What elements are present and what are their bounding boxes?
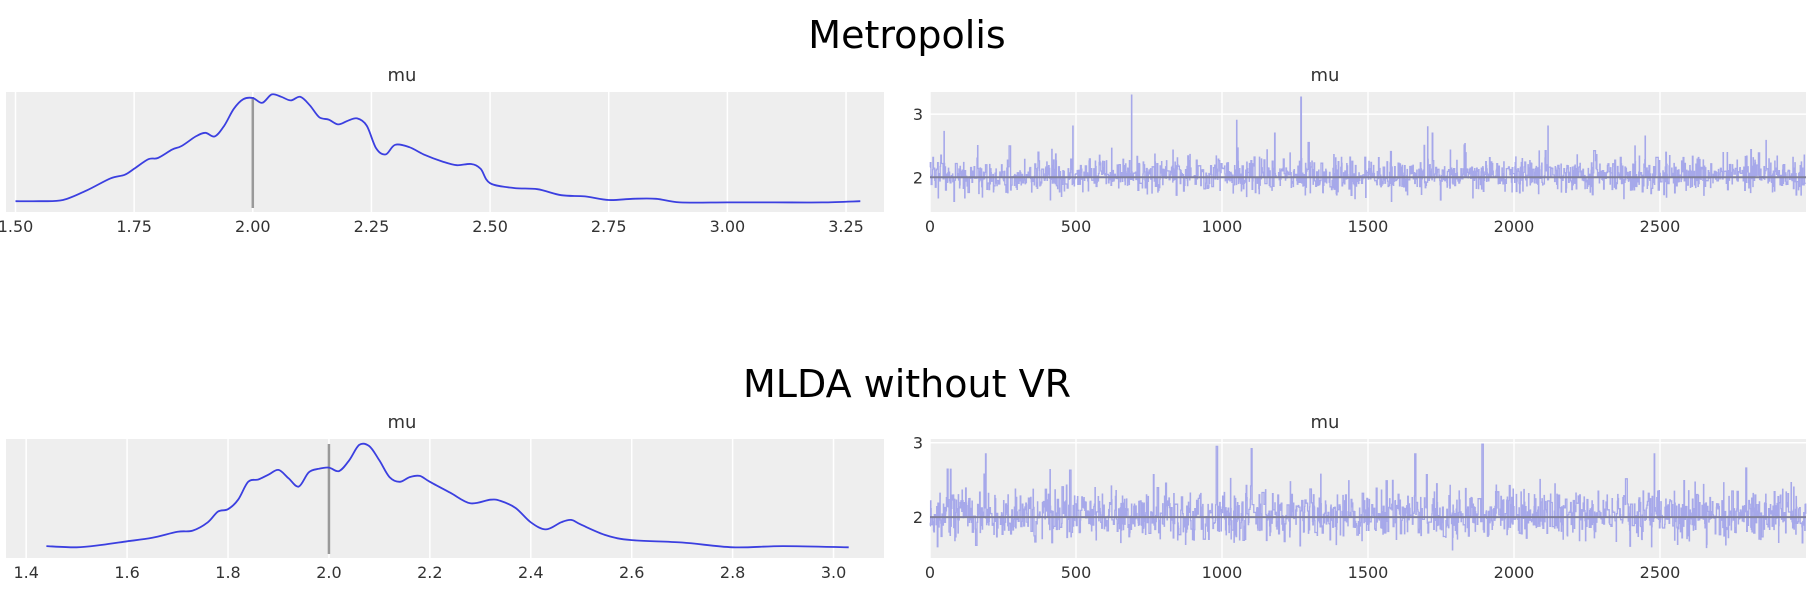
metropolis-kde-plot: mu 1.50 1.75 2.00 2.25 2.50 2.75 3.00 3.25 xyxy=(0,65,884,236)
trace-xtick-label: 500 xyxy=(1061,563,1092,582)
trace-xtick-label: 2500 xyxy=(1640,563,1681,582)
kde-xtick-label: 2.2 xyxy=(417,563,442,582)
metropolis-trace-title: mu xyxy=(1311,65,1340,86)
trace-xtick-label: 500 xyxy=(1061,217,1092,236)
trace-xtick-label: 1000 xyxy=(1202,563,1243,582)
kde-xtick-label: 2.6 xyxy=(619,563,644,582)
kde-panel-background xyxy=(6,92,884,212)
kde-density-line xyxy=(15,93,861,204)
kde-xtick-label: 3.25 xyxy=(828,217,864,236)
metropolis-kde-title: mu xyxy=(388,65,417,86)
trace-xtick-label: 0 xyxy=(925,563,935,582)
trace-ytick-label: 2 xyxy=(913,168,923,187)
kde-xtick-label: 2.4 xyxy=(518,563,543,582)
kde-xtick-label: 3.0 xyxy=(821,563,846,582)
kde-xtick-label: 2.75 xyxy=(591,217,627,236)
kde-xtick-label: 2.50 xyxy=(472,217,508,236)
suptitle-metropolis: Metropolis xyxy=(808,13,1005,57)
mlda-kde-plot: mu 1.4 1.6 1.8 2.0 2.2 2.4 2.6 2.8 3.0 xyxy=(6,412,884,582)
trace-xtick-label: 1500 xyxy=(1348,563,1389,582)
kde-xtick-label: 2.8 xyxy=(720,563,745,582)
kde-xtick-label: 2.00 xyxy=(235,217,271,236)
trace-xtick-label: 1000 xyxy=(1202,217,1243,236)
suptitle-mlda-without-vr: MLDA without VR xyxy=(743,362,1071,406)
mlda-kde-title: mu xyxy=(388,412,417,433)
trace-xtick-label: 1500 xyxy=(1348,217,1389,236)
kde-xtick-label: 1.4 xyxy=(13,563,38,582)
kde-xtick-label: 3.00 xyxy=(710,217,746,236)
kde-xtick-label: 1.75 xyxy=(116,217,152,236)
trace-ytick-label: 3 xyxy=(913,105,923,124)
trace-xtick-label: 2000 xyxy=(1494,217,1535,236)
trace-ytick-label: 2 xyxy=(913,508,923,527)
mlda-trace-title: mu xyxy=(1311,412,1340,433)
trace-series-line xyxy=(929,443,1807,551)
trace-xtick-label: 0 xyxy=(925,217,935,236)
kde-xtick-label: 2.25 xyxy=(354,217,390,236)
trace-ytick-label: 3 xyxy=(913,434,923,453)
kde-xtick-label: 1.50 xyxy=(0,217,33,236)
kde-xtick-label: 1.6 xyxy=(114,563,139,582)
kde-density-line xyxy=(46,442,849,549)
kde-xtick-label: 2.0 xyxy=(316,563,341,582)
mlda-trace-plot: mu 0 500 1000 1500 2000 2500 2 3 xyxy=(913,412,1807,582)
trace-xtick-label: 2000 xyxy=(1494,563,1535,582)
trace-xtick-label: 2500 xyxy=(1640,217,1681,236)
metropolis-trace-plot: mu 0 500 1000 1500 2000 2500 2 3 xyxy=(913,65,1806,236)
kde-xtick-label: 1.8 xyxy=(215,563,240,582)
